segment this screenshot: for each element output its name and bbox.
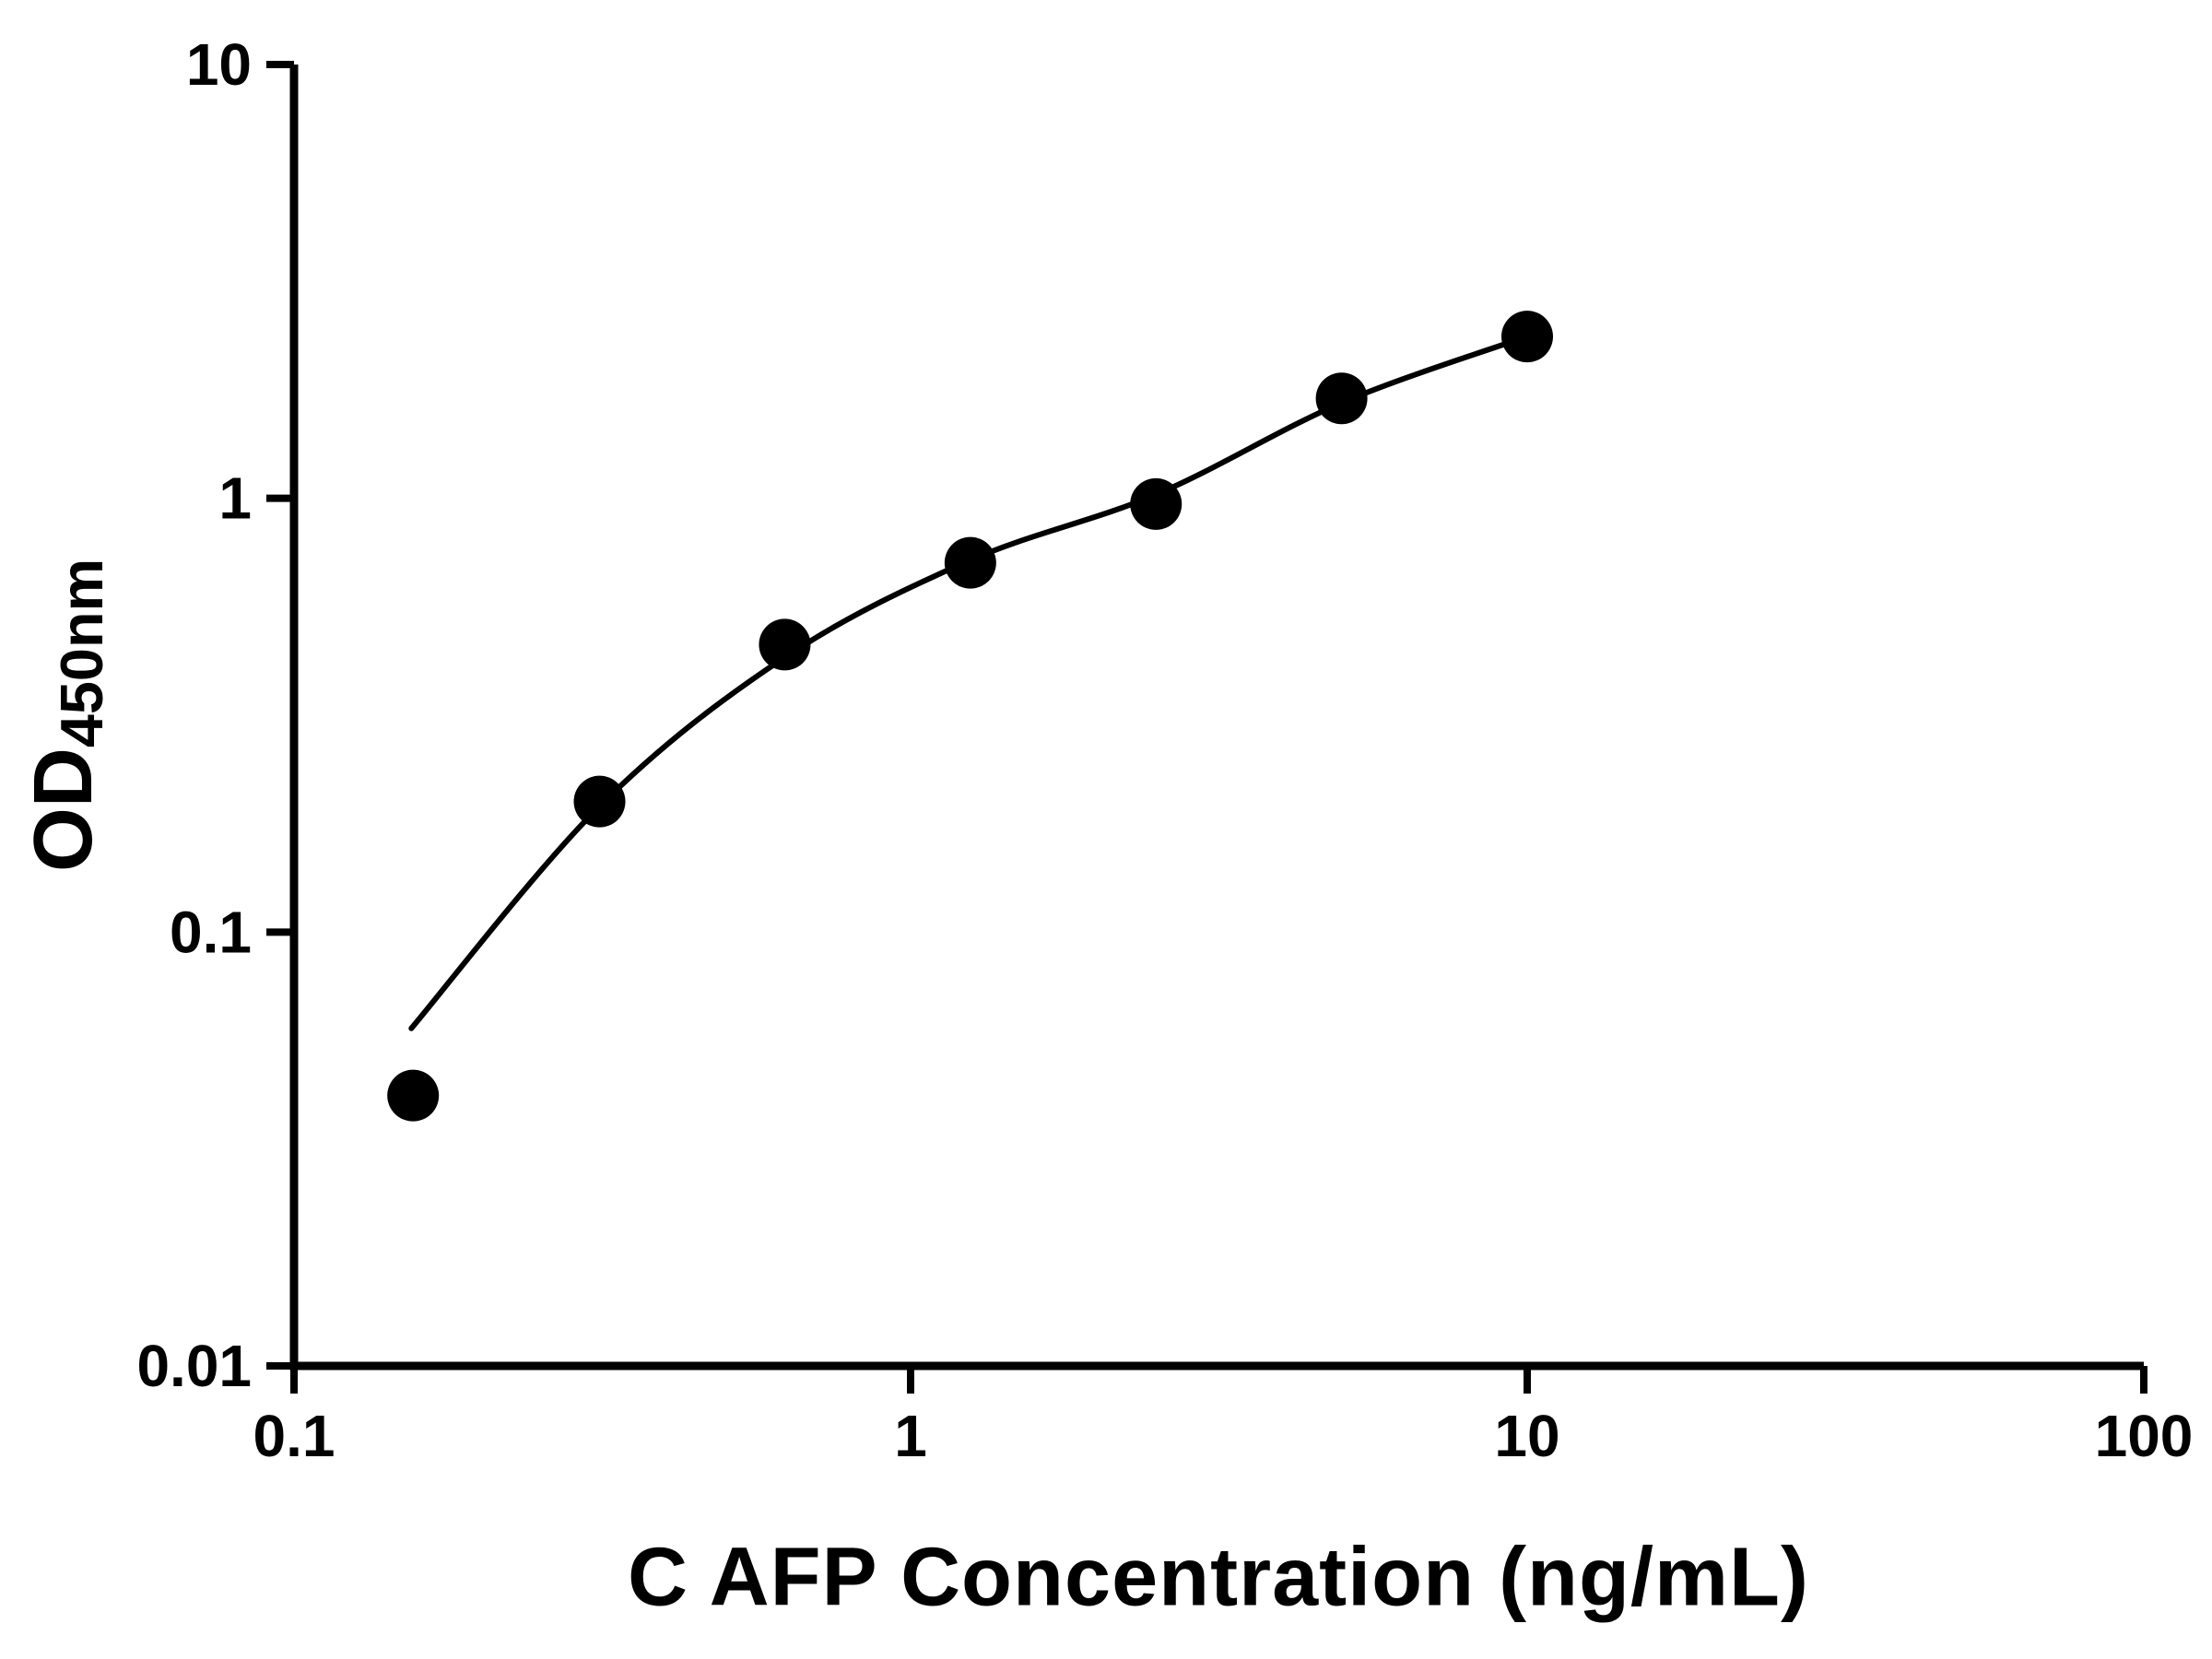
data-point	[387, 1069, 440, 1122]
data-point	[944, 536, 996, 589]
y-tick-label: 10	[186, 31, 252, 98]
fit-curve	[408, 334, 1530, 1031]
data-point	[1315, 372, 1368, 425]
data-point	[573, 775, 626, 828]
y-tick-label: 0.1	[170, 899, 252, 965]
data-point	[759, 618, 811, 671]
x-tick-label: 0.1	[253, 1403, 335, 1469]
y-axis-title-main: OD	[18, 747, 111, 873]
x-tick-label: 1	[894, 1403, 927, 1469]
data-point	[1501, 311, 1553, 363]
x-tick-label: 100	[2095, 1403, 2194, 1469]
y-axis-title: OD450nm	[17, 559, 116, 872]
data-point	[1130, 477, 1182, 530]
x-tick-label: 10	[1494, 1403, 1559, 1469]
x-axis-title: C AFP Concentration (ng/mL)	[628, 1531, 1809, 1624]
y-tick-label: 0.01	[136, 1333, 252, 1399]
y-axis-title-subscript: 450nm	[47, 558, 115, 748]
y-tick-label: 1	[218, 465, 252, 532]
axes-spine	[289, 65, 2144, 1371]
